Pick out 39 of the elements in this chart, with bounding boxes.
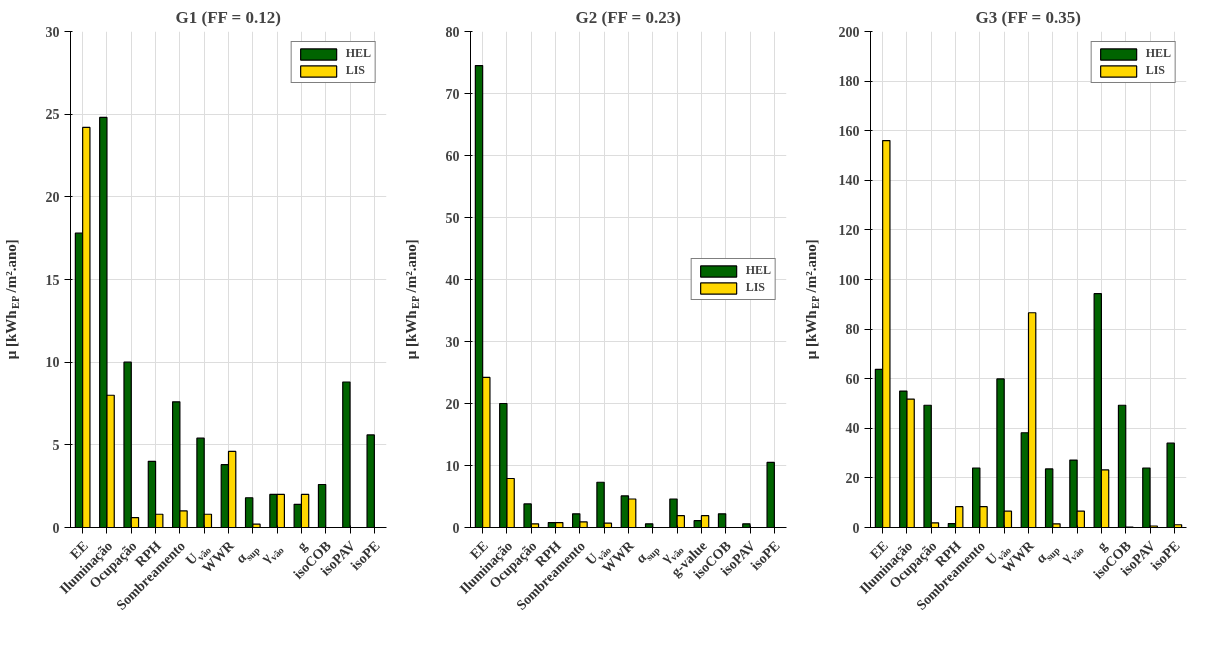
chart-title: G1 (FF = 0.12)	[175, 7, 281, 27]
y-tick-label: 80	[445, 24, 460, 40]
y-tick-label: 160	[838, 123, 860, 139]
y-tick-label: 200	[838, 24, 860, 40]
y-tick-label: 30	[445, 334, 460, 350]
y-tick-label: 40	[845, 421, 860, 437]
y-tick-label: 180	[838, 74, 860, 90]
y-tick-label: 10	[45, 355, 60, 371]
y-tick-label: 100	[838, 272, 860, 288]
legend-label: HEL	[345, 46, 371, 61]
y-tick-label: 20	[845, 470, 860, 486]
y-tick-label: 60	[445, 148, 460, 164]
y-tick-label: 120	[838, 222, 860, 238]
legend-label: HEL	[745, 263, 771, 278]
y-tick-label: 25	[45, 107, 60, 123]
y-tick-label: 20	[45, 189, 60, 205]
y-tick-label: 30	[45, 24, 60, 40]
legend-label: HEL	[1145, 46, 1171, 61]
y-axis-title: μ [kWhEP/m².ano]	[402, 239, 422, 360]
y-tick-label: 0	[852, 520, 860, 536]
chart-title: G2 (FF = 0.23)	[575, 7, 681, 27]
y-axis-title: μ [kWhEP/m².ano]	[802, 239, 822, 360]
legend-label: LIS	[745, 280, 766, 295]
y-tick-label: 60	[845, 371, 860, 387]
y-tick-label: 0	[452, 520, 460, 536]
y-tick-label: 5	[52, 437, 60, 453]
y-tick-label: 80	[845, 322, 860, 338]
y-tick-label: 140	[838, 173, 860, 189]
y-tick-label: 40	[445, 272, 460, 288]
y-tick-label: 20	[445, 396, 460, 412]
y-tick-label: 50	[445, 210, 460, 226]
y-tick-label: 0	[52, 520, 60, 536]
y-tick-label: 70	[445, 86, 460, 102]
chart-title: G3 (FF = 0.35)	[975, 7, 1081, 27]
y-tick-label: 10	[445, 458, 460, 474]
legend-label: LIS	[345, 63, 366, 78]
y-tick-label: 15	[45, 272, 60, 288]
y-axis-title: μ [kWhEP/m².ano]	[2, 239, 22, 360]
legend-label: LIS	[1145, 63, 1166, 78]
